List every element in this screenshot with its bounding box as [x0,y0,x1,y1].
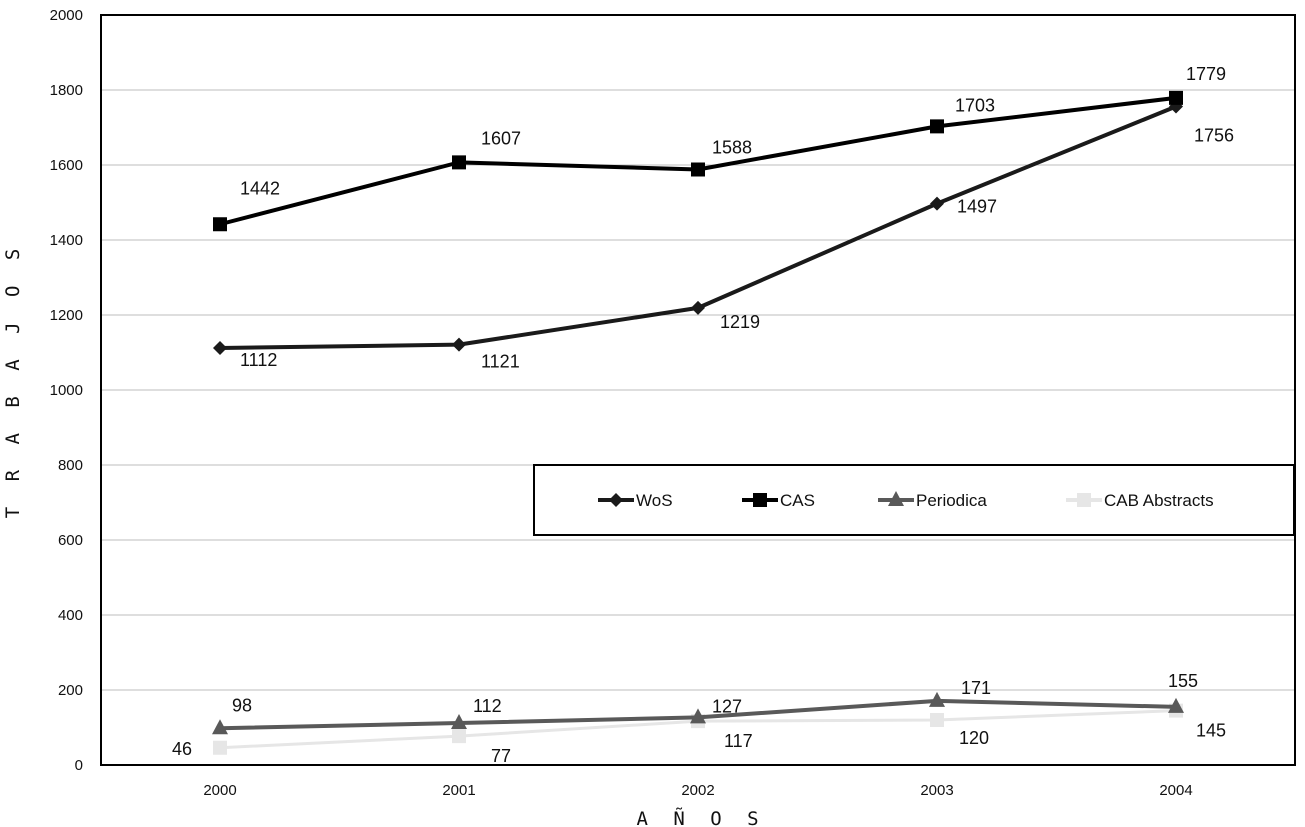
series-line-cas [219,95,1177,227]
y-axis-title: T R A B A J O S [2,242,24,519]
data-point-marker [690,708,706,724]
data-point-marker [930,119,944,134]
series-lines [212,90,1184,755]
data-label: 1607 [481,128,521,148]
data-label: 46 [172,739,192,759]
data-point-marker [929,691,945,707]
data-point-marker [213,217,227,232]
legend: WoS CAS Periodica CAB Abstracts [533,464,1295,536]
plot-area-border [100,14,1296,766]
y-tick-label: 1000 [50,382,83,399]
legend-marker [1077,493,1091,507]
data-label: 171 [961,678,991,698]
data-point-marker [452,337,466,352]
data-label: 98 [232,695,252,715]
legend-label: WoS [636,491,673,510]
data-label: 1588 [712,138,752,158]
y-tick-label: 800 [58,457,83,474]
data-point-marker [691,162,705,177]
y-tick-label: 200 [58,682,83,699]
data-label: 117 [724,731,753,751]
data-label: 77 [491,746,511,766]
y-tick-label: 600 [58,532,83,549]
x-axis-title: A Ñ O S [636,807,765,827]
x-tick-label: 2003 [920,782,953,799]
legend-label: CAS [780,491,815,510]
data-point-marker [1168,697,1184,713]
legend-label: Periodica [916,491,987,510]
data-label: 127 [712,696,742,716]
x-tick-label: 2002 [681,782,714,799]
legend-label: CAB Abstracts [1104,491,1214,510]
data-label: 1219 [720,312,760,332]
data-label: 1112 [240,350,277,370]
y-tick-label: 2000 [50,7,83,24]
data-label: 112 [473,696,502,716]
data-point-marker [451,714,467,729]
data-label: 145 [1196,721,1226,741]
data-label: 1497 [957,197,997,217]
data-point-marker [691,300,705,315]
data-point-marker [452,155,466,170]
y-tick-label: 1200 [50,307,83,324]
legend-marker [753,493,767,507]
gridlines [101,89,1295,691]
data-point-marker [452,729,466,744]
data-point-marker [930,196,944,211]
legend-marker [888,491,904,506]
y-tick-label: 0 [75,757,83,774]
x-tick-label: 2004 [1159,782,1192,799]
x-axis-ticks: 2000 2001 2002 2003 2004 [203,782,1192,799]
data-label: 1121 [481,352,520,372]
data-point-marker [213,740,227,755]
data-labels: 1112 1121 1219 1497 1756 1442 1607 1588 1703 1779… [172,64,1234,766]
legend-marker [609,493,623,507]
x-tick-label: 2001 [442,782,475,799]
data-label: 155 [1168,671,1198,691]
data-point-marker [212,719,228,735]
data-label: 1703 [955,95,995,115]
y-tick-label: 1800 [50,82,83,99]
x-tick-label: 2000 [203,782,236,799]
data-point-marker [213,341,227,355]
y-axis-ticks: 0 200 400 600 800 1000 1200 1400 1600 1800 2000 [50,7,83,774]
y-tick-label: 1400 [50,232,83,249]
data-label: 1779 [1186,64,1226,84]
data-label: 1756 [1194,126,1234,146]
y-tick-label: 1600 [50,157,83,174]
data-point-marker [930,713,944,727]
data-point-marker [1169,90,1183,105]
y-tick-label: 400 [58,607,83,624]
data-label: 120 [959,728,989,748]
data-label: 1442 [240,178,280,198]
